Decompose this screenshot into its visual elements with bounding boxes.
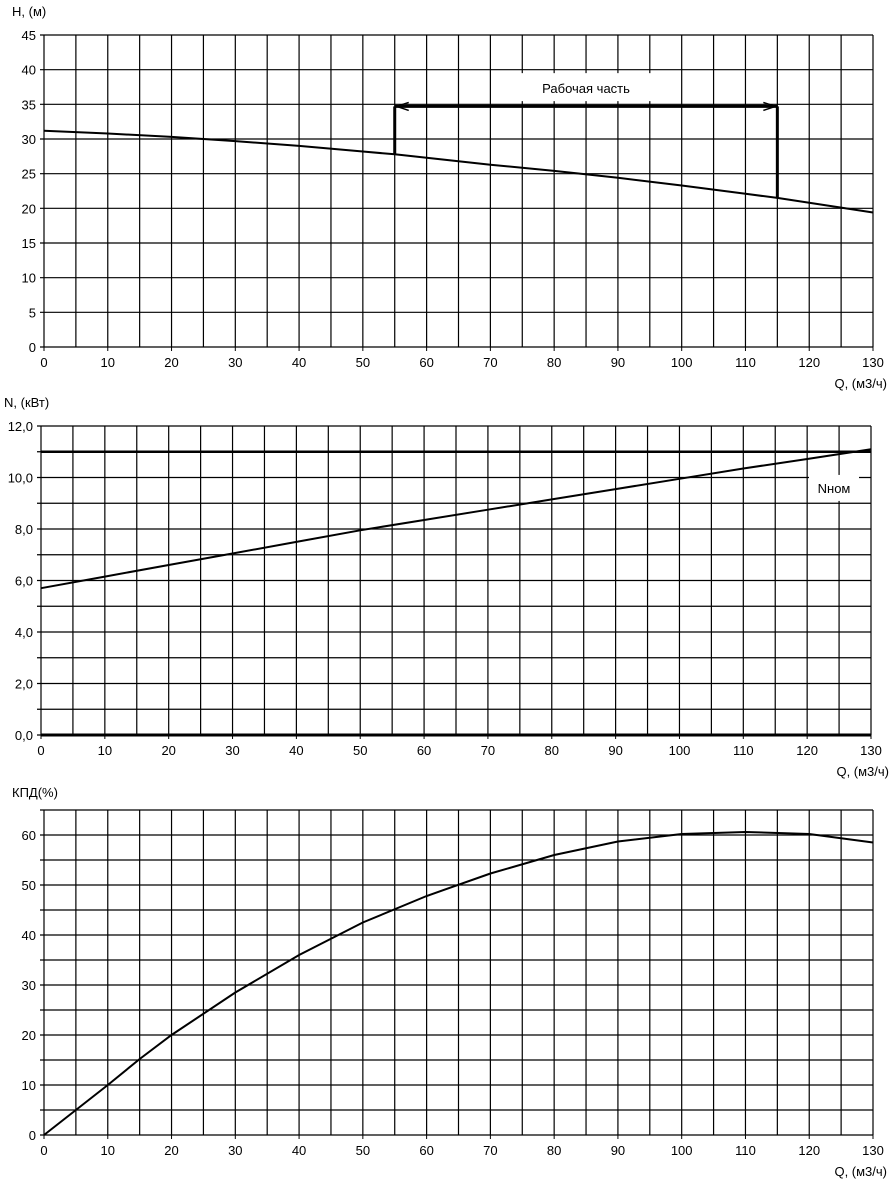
y-tick-label: 30	[22, 132, 36, 147]
y-tick-label: 50	[22, 878, 36, 893]
x-tick-label: 130	[860, 743, 882, 758]
y-tick-label: 0	[29, 340, 36, 355]
y-tick-label: 45	[22, 28, 36, 43]
power-x-axis-label: Q, (м3/ч)	[836, 764, 889, 779]
x-tick-label: 50	[356, 1143, 370, 1158]
y-tick-label: 20	[22, 1028, 36, 1043]
x-tick-label: 0	[40, 355, 47, 370]
x-tick-label: 100	[669, 743, 691, 758]
head-y-axis-label: H, (м)	[12, 4, 46, 19]
series-line	[40, 448, 872, 590]
y-tick-label: 10	[22, 271, 36, 286]
y-tick-label: 8,0	[15, 522, 33, 537]
y-tick-label: 40	[22, 928, 36, 943]
x-tick-label: 20	[164, 1143, 178, 1158]
y-tick-label: 40	[22, 63, 36, 78]
y-tick-label: 25	[22, 167, 36, 182]
x-tick-label: 120	[798, 355, 820, 370]
y-tick-label: 4,0	[15, 625, 33, 640]
arrow-head-left	[394, 101, 409, 112]
nominal-label-background	[809, 474, 859, 501]
y-tick-label: 0	[29, 1128, 36, 1143]
y-tick-label: 6,0	[15, 574, 33, 589]
x-tick-label: 50	[356, 355, 370, 370]
series-line	[43, 129, 874, 214]
x-tick-label: 120	[798, 1143, 820, 1158]
y-tick-label: 35	[22, 97, 36, 112]
x-tick-label: 100	[671, 1143, 693, 1158]
x-tick-label: 80	[547, 1143, 561, 1158]
x-tick-label: 80	[547, 355, 561, 370]
y-tick-label: 12,0	[8, 419, 33, 434]
x-tick-label: 80	[545, 743, 559, 758]
x-tick-label: 110	[735, 1143, 756, 1158]
x-tick-label: 130	[862, 1143, 884, 1158]
x-tick-label: 110	[733, 743, 754, 758]
efficiency-y-axis-label: КПД(%)	[12, 785, 58, 800]
x-tick-label: 70	[483, 355, 497, 370]
x-tick-label: 90	[611, 355, 625, 370]
efficiency-chart: КПД(%) Q, (м3/ч) 0 10 20 30 40 50 60 70 80 90 100 1…	[12, 785, 887, 1179]
x-tick-label: 90	[608, 743, 622, 758]
x-tick-label: 60	[419, 1143, 433, 1158]
series-line	[43, 830, 874, 1136]
x-tick-label: 50	[353, 743, 367, 758]
x-tick-label: 70	[483, 1143, 497, 1158]
x-tick-label: 0	[40, 1143, 47, 1158]
y-tick-label: 10	[22, 1078, 36, 1093]
x-tick-label: 20	[164, 355, 178, 370]
efficiency-x-axis-label: Q, (м3/ч)	[834, 1164, 887, 1179]
x-tick-label: 90	[611, 1143, 625, 1158]
x-tick-label: 60	[419, 355, 433, 370]
power-chart: N, (кВт) Q, (м3/ч) 0 10 20 30 40 50 60 70 80 90 10…	[4, 395, 889, 779]
y-tick-label: 5	[29, 305, 36, 320]
x-tick-label: 70	[481, 743, 495, 758]
arrow-head-right	[763, 101, 778, 112]
x-tick-label: 40	[292, 1143, 306, 1158]
x-tick-label: 130	[862, 355, 884, 370]
x-tick-label: 20	[161, 743, 175, 758]
head-x-axis-label: Q, (м3/ч)	[834, 376, 887, 391]
x-tick-label: 30	[228, 355, 242, 370]
x-tick-label: 30	[225, 743, 239, 758]
x-tick-label: 0	[37, 743, 44, 758]
x-tick-label: 60	[417, 743, 431, 758]
y-tick-label: 2,0	[15, 677, 33, 692]
power-y-axis-label: N, (кВт)	[4, 395, 49, 410]
y-tick-label: 0,0	[15, 728, 33, 743]
x-tick-label: 100	[671, 355, 693, 370]
working-range-label: Рабочая часть	[542, 81, 630, 96]
x-tick-label: 30	[228, 1143, 242, 1158]
nominal-power-label: Nном	[818, 481, 851, 496]
annotation-background	[520, 73, 653, 102]
x-tick-label: 40	[289, 743, 303, 758]
x-tick-label: 10	[98, 743, 112, 758]
y-tick-label: 10,0	[8, 471, 33, 486]
head-chart: H, (м) Q, (м3/ч) 0 10 20 30 40 50 60 70 80 90 100 1…	[12, 4, 887, 391]
y-tick-label: 15	[22, 236, 36, 251]
y-tick-label: 30	[22, 978, 36, 993]
x-tick-label: 10	[101, 1143, 115, 1158]
x-tick-label: 110	[735, 355, 756, 370]
x-tick-label: 120	[796, 743, 818, 758]
y-tick-label: 60	[22, 828, 36, 843]
x-tick-label: 10	[101, 355, 115, 370]
y-tick-label: 20	[22, 201, 36, 216]
x-tick-label: 40	[292, 355, 306, 370]
